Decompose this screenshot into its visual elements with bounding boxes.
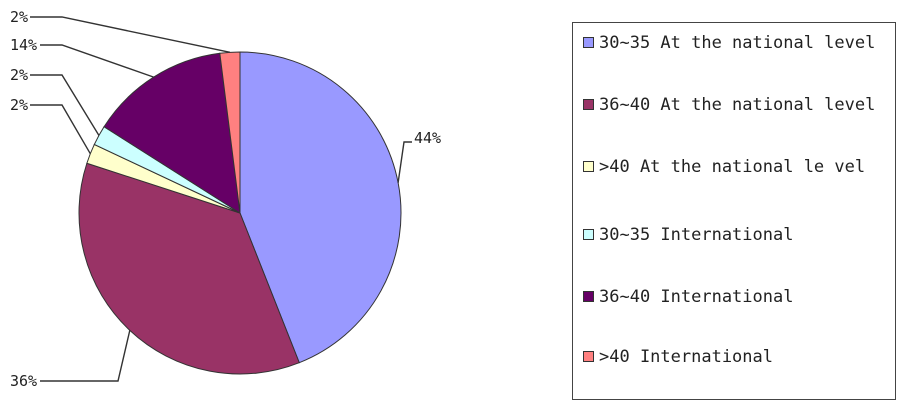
- legend-item-over-40-national: >40 At the national le vel: [583, 155, 883, 180]
- pie-slice: [103, 52, 241, 214]
- percent-label-2-c: 2%: [10, 8, 28, 26]
- pie-slice: [78, 162, 300, 375]
- legend-swatch: [583, 99, 594, 110]
- legend-swatch: [583, 161, 594, 172]
- leader-line: [30, 104, 91, 155]
- percent-label-2-a: 2%: [10, 96, 28, 114]
- legend-item-36-40-national: 36~40 At the national level: [583, 93, 883, 118]
- legend-item-36-40-international: 36~40 International: [583, 285, 883, 310]
- percent-label-36: 36%: [10, 372, 37, 390]
- leader-line: [397, 141, 412, 183]
- leader-line: [40, 44, 154, 78]
- legend-label: 36~40 International: [599, 287, 794, 307]
- legend-label: 36~40 At the national level: [599, 95, 876, 115]
- percent-label-14: 14%: [10, 36, 37, 54]
- legend-label: >40 International: [599, 347, 773, 367]
- leader-line: [30, 16, 231, 53]
- legend-label: 30~35 International: [599, 225, 794, 245]
- legend-item-over-40-international: >40 International: [583, 345, 883, 370]
- percent-label-2-b: 2%: [10, 66, 28, 84]
- legend-label: >40 At the national le vel: [599, 157, 866, 177]
- pie-slice: [239, 51, 402, 364]
- pie-slices: [78, 51, 402, 375]
- legend-swatch: [583, 291, 594, 302]
- leader-line: [40, 330, 131, 382]
- legend: 30~35 At the national level 36~40 At the…: [572, 22, 896, 400]
- percent-labels: 44% 36% 2% 2% 14% 2%: [10, 8, 441, 390]
- legend-swatch: [583, 229, 594, 240]
- legend-swatch: [583, 351, 594, 362]
- legend-item-30-35-national: 30~35 At the national level: [583, 31, 883, 56]
- legend-item-30-35-international: 30~35 International: [583, 223, 883, 248]
- legend-label: 30~35 At the national level: [599, 33, 876, 53]
- leader-line: [30, 74, 100, 136]
- legend-swatch: [583, 37, 594, 48]
- percent-label-44: 44%: [414, 129, 441, 147]
- leader-lines: [30, 16, 412, 382]
